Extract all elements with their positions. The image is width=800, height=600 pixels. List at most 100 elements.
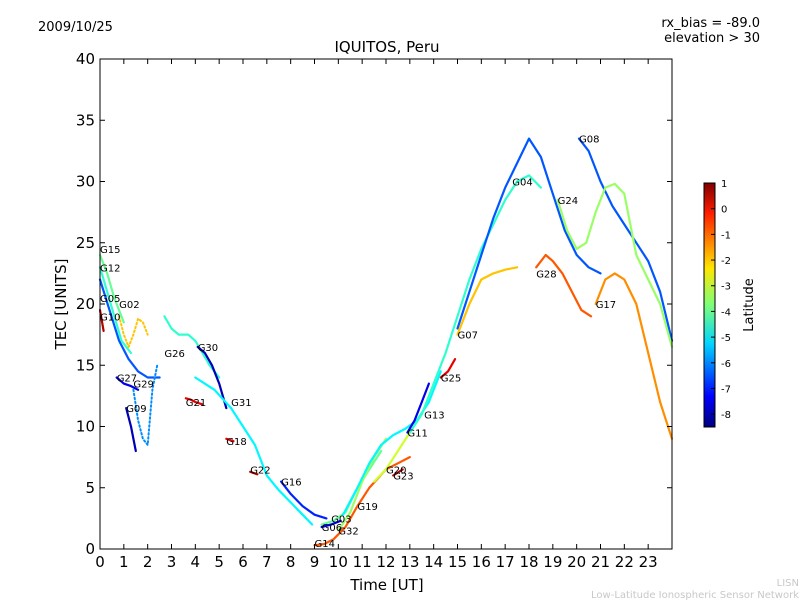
series-label: G03 [331,514,351,525]
x-tick-label: 16 [472,553,491,571]
series-label: G16 [281,478,301,489]
series-g23 [392,468,404,477]
colorbar-tick-label: -2 [721,256,731,267]
series-layer [98,137,674,547]
colorbar [703,182,716,428]
x-tick-label: 13 [400,553,419,571]
series-label: G10 [100,312,120,323]
y-tick-label: 15 [76,356,95,374]
series-label: G27 [117,374,137,385]
series-label: G30 [198,343,218,354]
y-tick-label: 0 [85,540,95,558]
credit-org: LISN [777,578,799,589]
series-g24 [556,182,674,348]
x-tick-label: 5 [214,553,224,571]
series-label: G11 [407,429,427,440]
colorbar-tick-label: -5 [721,333,731,344]
series-label: G09 [126,404,146,415]
x-tick-label: 11 [353,553,372,571]
colorbar-label: Latitude [742,278,757,332]
series-label: G25 [441,374,461,385]
x-tick-label: 10 [329,553,348,571]
colorbar-tick-label: -1 [721,230,731,241]
y-axis-label: TEC [UNITS] [52,259,70,351]
series-g15 [98,253,125,324]
y-tick-label: 35 [76,111,95,129]
series-label: G31 [231,398,251,409]
y-tick-label: 5 [85,479,95,497]
series-label: G21 [186,398,206,409]
series-g16 [280,480,328,520]
series-label: G17 [596,300,616,311]
series-label: G04 [512,178,532,189]
series-label: G22 [250,465,270,476]
series-label: G19 [357,502,377,513]
colorbar-tick-label: -4 [721,307,731,318]
x-tick-label: 14 [424,553,443,571]
series-g12 [98,266,133,355]
bias-label: rx_bias = -89.0 [661,16,760,31]
series-g28 [535,253,593,318]
series-label: G23 [393,472,413,483]
series-g20 [373,431,411,483]
y-tick-label: 20 [76,295,95,313]
series-g09 [125,407,137,453]
x-tick-label: 9 [310,553,320,571]
series-label: G12 [100,263,120,274]
series-g17 [594,272,674,440]
credit-full: Low-Latitude Ionospheric Sensor Network [591,590,799,600]
series-g30 [196,345,228,410]
x-tick-label: 20 [567,553,586,571]
colorbar-tick-label: -3 [721,282,731,293]
colorbar-tick-label: 0 [721,205,727,216]
x-tick-label: 12 [376,553,395,571]
series-label: G29 [133,380,153,391]
series-label: G08 [579,135,599,146]
series-label: G18 [226,437,246,448]
x-axis-label: Time [UT] [349,576,423,594]
series-g08 [577,137,674,342]
series-g04 [456,137,602,330]
series-label: G15 [100,245,120,256]
series-label: G26 [164,349,184,360]
x-tick-label: 2 [143,553,153,571]
colorbar-tick-label: 1 [721,179,727,190]
x-tick-label: 21 [591,553,610,571]
series-g29 [132,364,159,446]
colorbar-tick-label: -6 [721,359,731,370]
series-label: G02 [119,300,139,311]
x-tick-label: 19 [543,553,562,571]
series-g21 [184,397,204,406]
x-tick-label: 15 [448,553,467,571]
series-g03 [320,519,342,529]
x-tick-label: 22 [615,553,634,571]
colorbar-tick-label: -7 [721,384,731,395]
colorbar-ticks: 1 0 -1 -2 -3 -4 -5 -6 -7 -8 [711,179,731,421]
series-g14 [313,456,411,547]
x-tick-label: 7 [262,553,272,571]
series-label: G20 [386,465,406,476]
series-label: G13 [424,410,444,421]
series-g26 [163,315,221,379]
date-label: 2009/10/25 [38,20,113,35]
colorbar-tick-label: -8 [721,410,731,421]
series-label: G32 [338,527,358,538]
x-tick-label: 8 [286,553,296,571]
series-g18 [225,437,235,443]
series-g22 [249,470,259,476]
series-label: G24 [558,196,578,207]
series-g13 [408,174,543,434]
x-tick-label: 17 [496,553,515,571]
x-tick-label: 3 [167,553,177,571]
series-label: G05 [100,294,120,305]
x-tick-label: 1 [119,553,129,571]
series-g02 [118,315,149,348]
series-g27 [115,376,140,391]
series-g31 [194,376,314,526]
series-g10 [98,309,105,332]
chart-title: IQUITOS, Peru [334,38,439,56]
x-tick-label: 18 [519,553,538,571]
series-g05 [98,278,161,379]
